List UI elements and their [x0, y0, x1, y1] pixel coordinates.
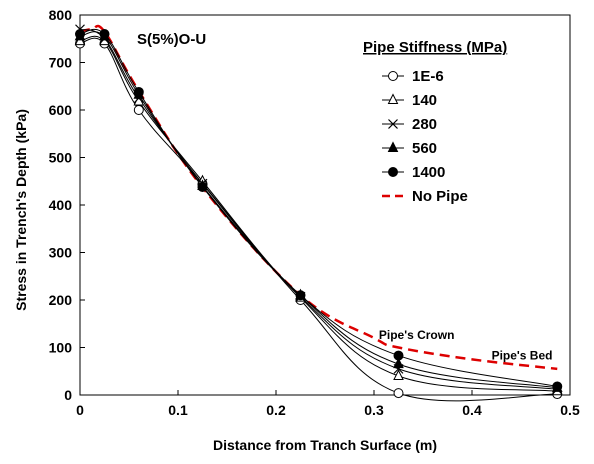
legend-marker-560 [387, 141, 399, 152]
x-tick-label: 0.3 [364, 402, 384, 418]
series-1400-line [79, 28, 558, 387]
plot-frame [79, 14, 571, 396]
x-tick-label: 0.4 [462, 402, 482, 418]
data-point-1400 [197, 181, 208, 192]
data-point-1e-6 [133, 105, 144, 115]
panel-label: S(5%)O-U [137, 31, 206, 48]
legend-label-1e-6: 1E-6 [412, 68, 444, 85]
legend-title: Pipe Stiffness (MPa) [363, 39, 507, 56]
y-tick-label: 300 [49, 245, 73, 261]
series-140-line [79, 35, 558, 392]
legend-marker-1e-6 [388, 71, 398, 81]
series-markers [74, 24, 563, 400]
data-point-1400 [393, 350, 404, 361]
series-1e-6-line [79, 37, 558, 402]
x-tick-label: 0.1 [168, 402, 188, 418]
data-point-560 [393, 357, 404, 369]
series-lines [79, 24, 558, 402]
plot-axes: 0 0.1 0.2 0.3 0.4 0.5 0 100 200 300 400 500 600 700 80… [49, 7, 580, 418]
legend-label-no-pipe: No Pipe [412, 188, 468, 205]
x-axis-title: Distance from Tranch Surface (m) [213, 437, 437, 453]
series-560-line [79, 31, 558, 389]
data-point-1400 [99, 29, 110, 39]
legend-label-1400: 1400 [412, 164, 445, 181]
legend: Pipe Stiffness (MPa) 1E-6 140 280 560 1400 No… [363, 39, 507, 205]
series-no-pipe-line [79, 24, 558, 371]
y-axis-title: Stress in Trench's Depth (kPa) [13, 109, 29, 311]
y-tick-label: 700 [49, 55, 73, 71]
series-280-line [79, 28, 558, 390]
data-point-1400 [133, 86, 144, 97]
data-point-140 [393, 369, 404, 380]
legend-marker-1400 [388, 167, 398, 177]
y-tick-label: 200 [49, 292, 73, 308]
legend-label-560: 560 [412, 140, 437, 157]
annotation-pipes-crown: Pipe's Crown [379, 328, 455, 342]
y-tick-label: 400 [49, 197, 73, 213]
data-point-1400 [552, 381, 563, 392]
y-tick-label: 0 [64, 387, 72, 403]
legend-label-140: 140 [412, 92, 437, 109]
legend-label-280: 280 [412, 116, 437, 133]
legend-marker-140 [387, 93, 399, 104]
data-point-1400 [75, 29, 85, 39]
y-tick-label: 800 [49, 7, 73, 23]
annotation-pipes-bed: Pipe's Bed [492, 348, 553, 362]
legend-marker-280 [388, 119, 398, 129]
y-tick-label: 600 [49, 102, 73, 118]
x-tick-label: 0.2 [266, 402, 286, 418]
y-tick-label: 500 [49, 150, 73, 166]
x-tick-label: 0.5 [560, 402, 580, 418]
data-point-1400 [295, 290, 306, 301]
y-tick-label: 100 [49, 340, 73, 356]
data-point-1e-6 [393, 388, 404, 399]
x-tick-label: 0 [76, 402, 84, 418]
